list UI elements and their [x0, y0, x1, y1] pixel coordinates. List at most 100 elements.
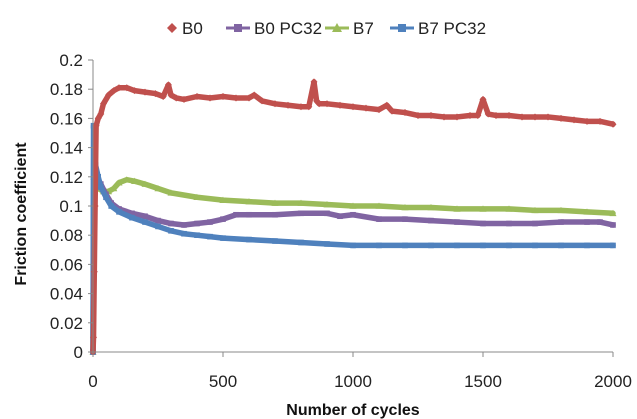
x-tick-label: 1500	[464, 372, 502, 391]
data-point-b0-pc32	[272, 211, 278, 218]
data-point-b0-pc32	[337, 213, 343, 220]
data-point-b0	[375, 106, 383, 114]
data-point-b0	[310, 78, 318, 86]
y-tick-label: 0.12	[50, 168, 83, 187]
data-point-b0-pc32	[558, 219, 564, 225]
data-point-b0	[518, 113, 526, 121]
data-point-b7	[154, 184, 162, 192]
data-point-b0-pc32	[480, 220, 486, 227]
y-tick-label: 0.08	[50, 226, 83, 245]
legend-label-b0: B0	[182, 19, 203, 38]
data-point-b0	[583, 117, 591, 125]
data-point-b7-pc32	[168, 228, 174, 234]
data-point-b0	[123, 84, 131, 92]
x-tick-label: 500	[209, 372, 237, 391]
series-line-b7-pc32	[90, 122, 616, 355]
y-axis-title: Friction coefficient	[13, 142, 30, 286]
data-point-b0	[131, 87, 139, 95]
data-point-b0	[99, 100, 107, 108]
data-point-b0	[141, 88, 149, 96]
data-point-b7-pc32	[324, 241, 330, 247]
data-point-b0	[180, 95, 188, 103]
data-point-b0-pc32	[506, 220, 512, 227]
x-tick-labels: 0 500 1000 1500 2000	[88, 372, 632, 391]
data-point-b7-pc32	[181, 230, 187, 237]
legend-marker-b7-pc32	[398, 24, 406, 32]
data-point-b0-pc32	[181, 222, 187, 228]
data-point-b0-pc32	[376, 216, 382, 222]
legend-item-b7-pc32: B7 PC32	[390, 19, 486, 38]
data-point-b7	[123, 176, 131, 183]
data-point-b7	[427, 203, 435, 211]
data-point-b7	[131, 177, 139, 184]
data-point-b0	[544, 113, 552, 121]
data-point-b7	[557, 206, 565, 214]
data-point-b0	[97, 110, 105, 118]
data-point-b0	[349, 103, 357, 111]
data-point-b7	[193, 193, 201, 201]
data-point-b0	[206, 94, 214, 102]
data-point-b7-pc32	[376, 242, 382, 249]
series-b7-pc32	[90, 122, 616, 355]
data-point-b7-pc32	[98, 184, 104, 190]
data-point-b0	[531, 113, 539, 121]
data-point-b0	[110, 87, 118, 95]
y-tick-label: 0.18	[50, 80, 83, 99]
data-point-b0	[596, 117, 604, 125]
data-point-b0	[271, 100, 279, 108]
legend-label-b7-pc32: B7 PC32	[418, 19, 486, 38]
data-point-b0-pc32	[233, 211, 239, 218]
data-point-b0	[245, 94, 253, 102]
data-point-b7-pc32	[506, 242, 512, 249]
data-point-b7-pc32	[272, 238, 278, 244]
y-tick-label: 0.16	[50, 109, 83, 128]
data-point-b7	[531, 206, 539, 214]
data-point-b7-pc32	[584, 242, 590, 249]
data-point-b0	[90, 333, 98, 341]
data-point-b7-pc32	[610, 242, 616, 249]
y-tick-label: 0	[74, 343, 83, 362]
data-point-b0	[388, 107, 396, 115]
data-point-b0-pc32	[207, 219, 213, 225]
data-point-b7	[349, 202, 357, 209]
data-point-b0-pc32	[142, 213, 148, 220]
legend-item-b0-pc32: B0 PC32	[226, 19, 322, 38]
legend-marker-b7	[332, 23, 342, 32]
series-line-b7	[90, 166, 616, 355]
axes	[88, 59, 614, 357]
data-point-b7	[245, 198, 253, 205]
data-point-b7	[609, 209, 617, 217]
y-tick-label: 0.06	[50, 255, 83, 274]
data-point-b7-pc32	[116, 209, 122, 215]
data-point-b7	[505, 205, 513, 212]
data-point-b7	[297, 199, 305, 206]
data-point-b7-pc32	[155, 223, 161, 230]
data-point-b7	[110, 184, 118, 192]
data-point-b0	[401, 109, 409, 117]
data-point-b7	[167, 189, 175, 196]
data-point-b0	[250, 91, 258, 99]
data-point-b0-pc32	[597, 219, 603, 225]
data-point-b7-pc32	[532, 242, 538, 249]
y-tick-labels: 0 0.02 0.04 0.06 0.08 0.1 0.12 0.14 0.16 0.18 0.2	[50, 51, 83, 362]
data-point-b0-pc32	[246, 211, 252, 218]
data-point-b0	[232, 94, 240, 102]
data-point-b7-pc32	[207, 233, 213, 240]
data-point-b0	[115, 84, 123, 92]
data-point-b7	[115, 179, 123, 186]
data-point-b7	[401, 203, 409, 211]
legend-item-b7: B7	[325, 19, 374, 38]
data-point-b7	[583, 208, 591, 215]
data-point-b0	[505, 111, 513, 119]
data-point-b0	[258, 97, 266, 105]
series-b7	[89, 166, 617, 355]
series-line-b0-pc32	[90, 144, 616, 355]
legend-marker-b0-pc32	[234, 24, 242, 32]
data-point-b7-pc32	[558, 242, 564, 249]
data-point-b7-pc32	[246, 236, 252, 243]
data-point-b0	[159, 93, 167, 100]
legend-marker-b0	[167, 23, 177, 33]
data-point-b0	[570, 116, 578, 124]
data-point-b0	[323, 100, 331, 108]
